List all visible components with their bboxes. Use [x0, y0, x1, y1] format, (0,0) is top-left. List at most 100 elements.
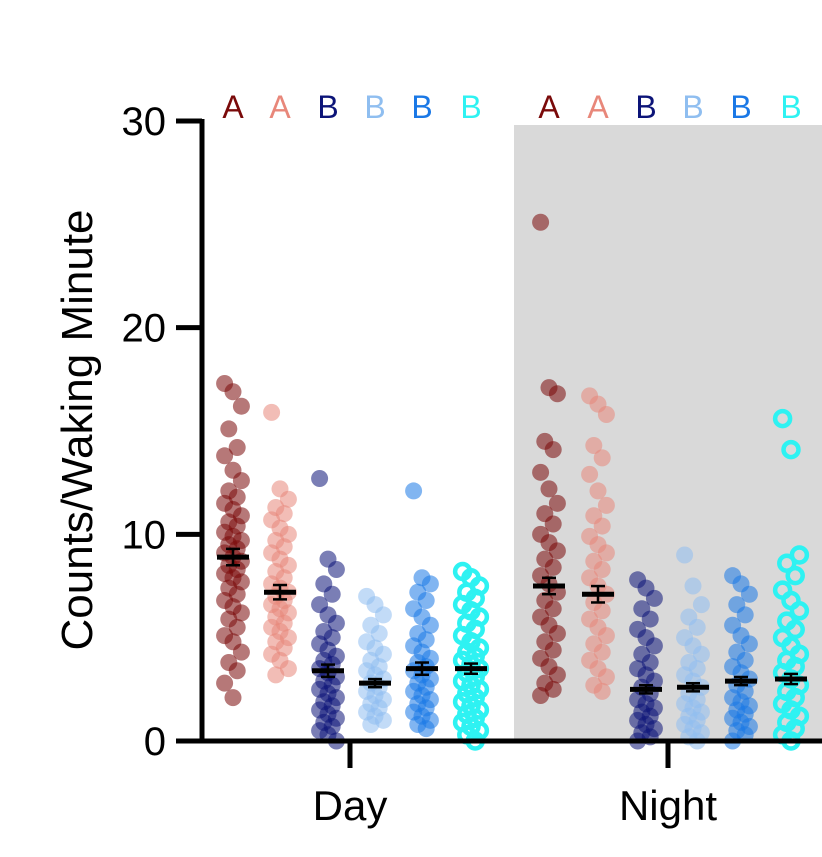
data-point	[279, 490, 297, 508]
data-point	[593, 602, 611, 620]
data-point	[692, 596, 710, 614]
significance-letter: B	[635, 89, 656, 125]
data-point	[688, 618, 706, 636]
data-point	[544, 558, 562, 576]
significance-letter: B	[730, 89, 751, 125]
data-point	[224, 383, 242, 401]
data-point	[597, 668, 615, 686]
data-point	[781, 439, 801, 460]
data-point	[532, 213, 550, 231]
data-point	[589, 482, 607, 500]
data-point	[417, 591, 435, 609]
data-point	[548, 666, 566, 684]
data-point	[593, 682, 611, 700]
significance-letter: B	[364, 89, 385, 125]
data-point	[362, 715, 380, 733]
significance-letter: B	[682, 89, 703, 125]
data-point	[232, 604, 250, 622]
data-point	[593, 560, 611, 578]
night-shade	[514, 125, 822, 741]
data-point	[421, 616, 439, 634]
data-point	[740, 585, 758, 603]
data-point	[421, 575, 439, 593]
data-point	[692, 645, 710, 663]
data-point	[374, 606, 392, 624]
data-point	[532, 463, 550, 481]
y-tick-label: 10	[122, 513, 167, 557]
data-point	[548, 385, 566, 403]
significance-letter: B	[460, 89, 481, 125]
significance-letter: B	[780, 89, 801, 125]
data-point	[645, 637, 663, 655]
data-point	[267, 666, 285, 684]
y-ticks: 0 10 20 30	[122, 100, 202, 764]
data-point	[417, 720, 435, 738]
data-point	[216, 447, 234, 465]
axes-layer	[199, 119, 822, 744]
data-point	[597, 496, 615, 514]
data-point	[540, 480, 558, 498]
y-axis-label: Counts/Waking Minute	[53, 209, 102, 650]
data-point	[544, 441, 562, 459]
data-point	[220, 420, 238, 438]
means-layer	[217, 547, 807, 695]
data-point	[405, 482, 423, 500]
data-point	[676, 546, 694, 564]
data-point	[544, 600, 562, 618]
data-point	[593, 643, 611, 661]
data-point	[593, 449, 611, 467]
x-categories: Day Night	[313, 741, 717, 829]
data-point	[323, 585, 341, 603]
data-point	[544, 515, 562, 533]
data-point	[327, 614, 345, 632]
data-point	[785, 565, 805, 586]
data-point	[232, 397, 250, 415]
significance-letter: B	[317, 89, 338, 125]
data-point	[548, 625, 566, 643]
x-category-label: Day	[313, 782, 388, 829]
y-tick-label: 30	[122, 100, 167, 144]
x-category-label: Night	[619, 782, 717, 829]
data-point	[232, 643, 250, 661]
data-point	[275, 505, 293, 523]
data-point	[228, 662, 246, 680]
data-point	[232, 472, 250, 490]
data-point	[327, 560, 345, 578]
data-point	[544, 680, 562, 698]
data-point	[544, 641, 562, 659]
data-point	[228, 439, 246, 457]
data-point	[684, 577, 702, 595]
data-point	[593, 517, 611, 535]
data-point	[585, 436, 603, 454]
data-point	[736, 606, 754, 624]
points-layer	[216, 213, 810, 751]
data-point	[645, 589, 663, 607]
data-point	[581, 465, 599, 483]
significance-letter: A	[587, 89, 609, 125]
data-point	[641, 610, 659, 628]
data-point	[789, 601, 810, 621]
significance-letter: A	[222, 89, 244, 125]
data-point	[370, 625, 388, 643]
y-tick-label: 0	[144, 720, 166, 764]
data-point	[548, 494, 566, 512]
data-point	[597, 627, 615, 645]
data-point	[228, 618, 246, 636]
data-point	[263, 403, 281, 421]
data-point	[548, 542, 566, 560]
data-point	[279, 660, 297, 678]
significance-letter: A	[538, 89, 560, 125]
data-point	[740, 635, 758, 653]
data-point	[532, 687, 550, 705]
significance-letter: B	[411, 89, 432, 125]
data-point	[772, 408, 793, 429]
data-point	[216, 674, 234, 692]
y-tick-label: 20	[122, 307, 167, 351]
data-point	[597, 405, 615, 423]
data-point	[597, 544, 615, 562]
data-point	[311, 470, 329, 488]
significance-letter: A	[269, 89, 291, 125]
data-point	[224, 689, 242, 707]
